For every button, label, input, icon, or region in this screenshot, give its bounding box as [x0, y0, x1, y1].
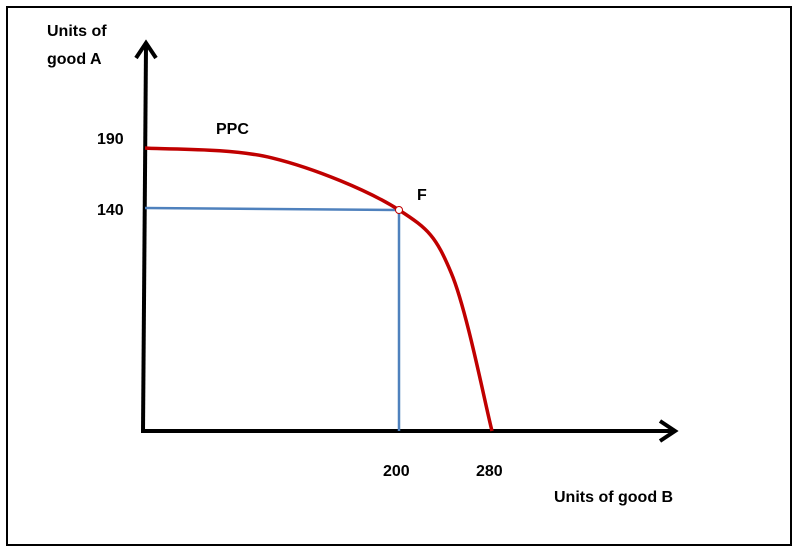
curve-label-ppc: PPC: [216, 121, 249, 138]
y-axis-label-line1: Units of: [47, 23, 107, 40]
point-label-f: F: [417, 187, 427, 204]
x-tick-label-280: 280: [476, 463, 503, 480]
y-axis: [141, 45, 148, 432]
x-axis-label: Units of good B: [554, 489, 673, 506]
y-tick-label-190: 190: [97, 131, 124, 148]
y-tick-label-140: 140: [97, 202, 124, 219]
x-axis-arrowhead: [658, 419, 679, 443]
point-f-marker: [395, 206, 403, 214]
y-axis-label-line2: good A: [47, 51, 102, 68]
x-tick-label-200: 200: [383, 463, 410, 480]
y-axis-arrowhead: [134, 39, 158, 60]
guide-line-horizontal: [144, 206, 400, 212]
